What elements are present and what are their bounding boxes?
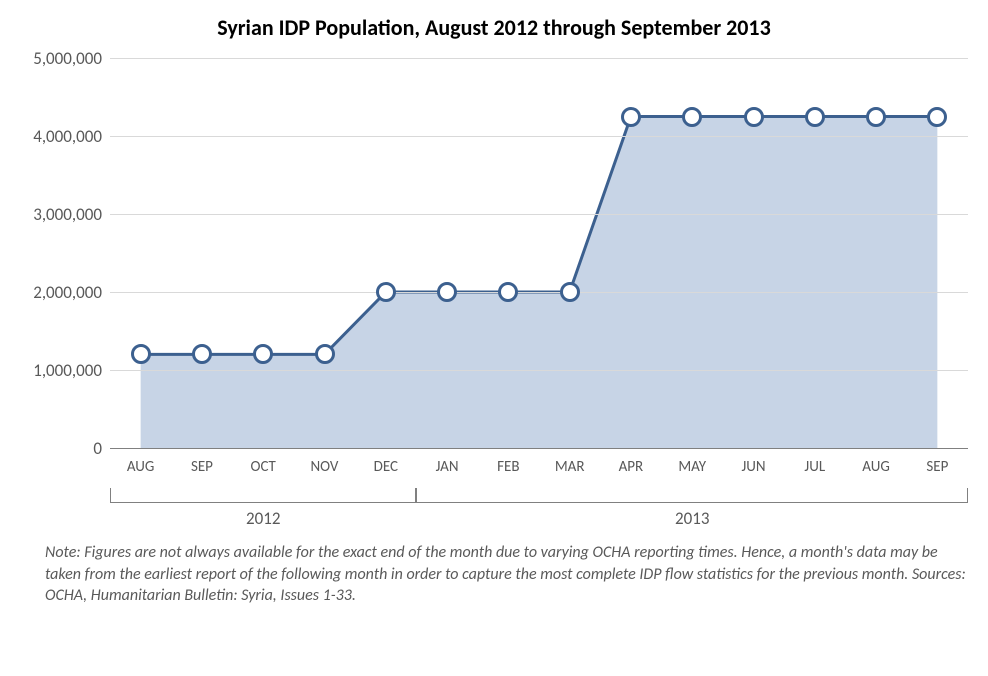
data-marker bbox=[437, 282, 457, 302]
gridline bbox=[110, 292, 968, 293]
x-tick-label: AUG bbox=[845, 458, 906, 476]
x-tick-label: DEC bbox=[355, 458, 416, 476]
year-bracket-line bbox=[110, 502, 416, 503]
data-marker bbox=[744, 107, 764, 127]
x-tick-label: JUN bbox=[723, 458, 784, 476]
data-marker bbox=[498, 282, 518, 302]
x-tick-label: SEP bbox=[907, 458, 968, 476]
x-tick-label: JAN bbox=[416, 458, 477, 476]
year-bracket-tick bbox=[967, 488, 968, 502]
y-tick-label: 0 bbox=[2, 438, 102, 459]
chart-container: Syrian IDP Population, August 2012 throu… bbox=[0, 0, 988, 676]
y-tick-label: 1,000,000 bbox=[2, 360, 102, 381]
data-marker bbox=[805, 107, 825, 127]
x-tick-label: MAY bbox=[662, 458, 723, 476]
line-svg bbox=[110, 58, 968, 448]
y-tick-label: 5,000,000 bbox=[2, 48, 102, 69]
x-tick-label: SEP bbox=[171, 458, 232, 476]
data-marker bbox=[192, 344, 212, 364]
year-bracket-line bbox=[416, 502, 968, 503]
year-bracket-tick bbox=[110, 488, 111, 502]
gridline bbox=[110, 448, 968, 449]
year-group-label: 2013 bbox=[416, 508, 968, 529]
data-marker bbox=[315, 344, 335, 364]
year-bracket-tick bbox=[416, 488, 417, 502]
gridline bbox=[110, 214, 968, 215]
gridline bbox=[110, 136, 968, 137]
year-group-label: 2012 bbox=[110, 508, 416, 529]
gridline bbox=[110, 58, 968, 59]
data-marker bbox=[682, 107, 702, 127]
x-tick-label: MAR bbox=[539, 458, 600, 476]
area-fill bbox=[141, 117, 938, 449]
chart-title: Syrian IDP Population, August 2012 throu… bbox=[0, 14, 988, 41]
data-marker bbox=[866, 107, 886, 127]
plot-area bbox=[110, 58, 968, 448]
y-tick-label: 4,000,000 bbox=[2, 126, 102, 147]
data-marker bbox=[253, 344, 273, 364]
x-tick-label: APR bbox=[600, 458, 661, 476]
chart-footnote: Note: Figures are not always available f… bbox=[45, 542, 968, 607]
data-marker bbox=[927, 107, 947, 127]
gridline bbox=[110, 370, 968, 371]
data-marker bbox=[560, 282, 580, 302]
x-tick-label: OCT bbox=[233, 458, 294, 476]
data-marker bbox=[621, 107, 641, 127]
x-tick-label: AUG bbox=[110, 458, 171, 476]
data-marker bbox=[131, 344, 151, 364]
data-marker bbox=[376, 282, 396, 302]
y-tick-label: 3,000,000 bbox=[2, 204, 102, 225]
x-tick-label: NOV bbox=[294, 458, 355, 476]
y-tick-label: 2,000,000 bbox=[2, 282, 102, 303]
x-tick-label: FEB bbox=[478, 458, 539, 476]
x-tick-label: JUL bbox=[784, 458, 845, 476]
